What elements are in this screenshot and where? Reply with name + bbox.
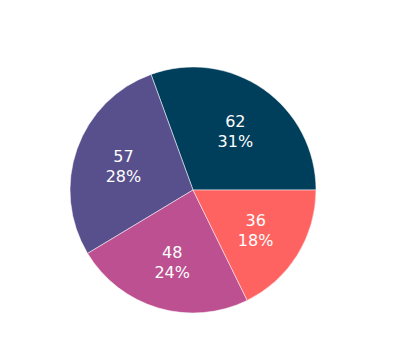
- percent-label: 28%: [106, 167, 142, 186]
- value-label: 62: [225, 112, 245, 131]
- pie-chart: 6231% 5728% 4824% 3618%: [0, 0, 420, 354]
- percent-label: 18%: [238, 231, 274, 250]
- value-label: 36: [245, 211, 265, 230]
- value-label: 57: [113, 147, 133, 166]
- slices: [70, 67, 316, 313]
- chart-container: 6231% 5728% 4824% 3618%: [0, 0, 420, 354]
- pie-slice: [193, 190, 316, 300]
- value-label: 48: [162, 243, 182, 262]
- data-labels: 6231% 5728% 4824% 3618%: [106, 112, 274, 282]
- percent-label: 24%: [154, 263, 190, 282]
- percent-label: 31%: [218, 132, 254, 151]
